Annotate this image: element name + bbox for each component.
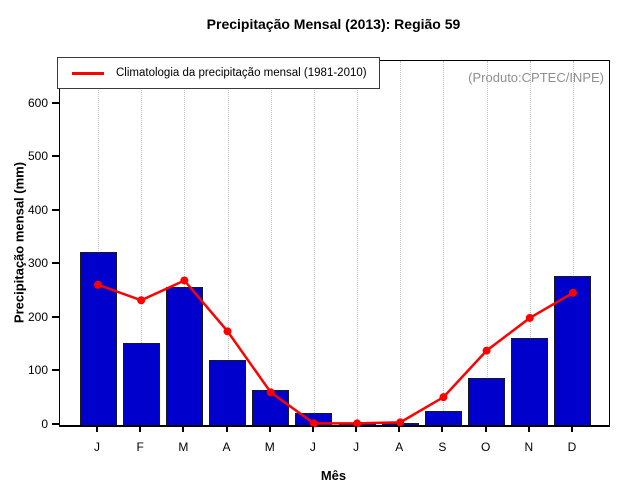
chart-title: Precipitação Mensal (2013): Região 59 <box>206 16 461 32</box>
x-tick <box>96 426 98 432</box>
climatology-line-layer <box>94 276 577 428</box>
y-tick <box>52 369 59 372</box>
gridline-month <box>357 61 359 425</box>
y-tick <box>52 208 59 211</box>
plot-area <box>59 60 610 428</box>
y-tick <box>52 315 59 318</box>
climatology-point-1 <box>137 296 146 305</box>
bar-N-10 <box>511 337 549 425</box>
x-tick-label-1: F <box>136 440 144 454</box>
y-tick <box>52 262 59 265</box>
gridline-month <box>443 61 445 425</box>
y-tick-label: 400 <box>27 202 48 217</box>
climatology-line <box>97 278 574 425</box>
climatology-point-7 <box>396 418 405 427</box>
y-tick-label: 0 <box>41 417 48 431</box>
gridline-month <box>141 61 143 425</box>
x-tick <box>139 426 142 432</box>
gridline-month <box>529 61 531 425</box>
climatology-point-4 <box>266 388 275 397</box>
bar-O-9 <box>468 377 506 425</box>
legend: Climatologia da precipitação mensal (198… <box>57 57 380 89</box>
y-tick <box>52 155 59 158</box>
x-tick <box>527 426 530 432</box>
x-tick-label-11: D <box>567 440 577 454</box>
y-tick-label: 100 <box>27 363 48 378</box>
y-tick-label: 500 <box>27 149 48 164</box>
gridline-month <box>98 61 99 425</box>
gridline-month <box>486 61 488 425</box>
bar-F-1 <box>122 343 160 425</box>
gridline-month <box>313 61 315 425</box>
legend-label: Climatologia da precipitação mensal (198… <box>116 67 367 79</box>
x-tick-label-5: J <box>309 440 316 454</box>
x-tick <box>570 426 573 432</box>
y-tick-label: 300 <box>27 256 48 271</box>
x-tick <box>355 426 358 432</box>
y-axis-title: Precipitação mensal (mm) <box>11 161 27 324</box>
gridline-month <box>400 61 402 425</box>
climatology-point-5 <box>309 419 318 428</box>
y-tick <box>52 423 59 425</box>
gridline-month <box>227 61 229 425</box>
climatology-point-10 <box>525 313 534 322</box>
bar-S-8 <box>424 410 462 425</box>
climatology-point-3 <box>223 327 232 336</box>
bar-M-2 <box>165 287 203 425</box>
x-tick-label-0: J <box>94 440 100 454</box>
x-tick <box>441 426 444 432</box>
bar-A-3 <box>209 360 247 425</box>
y-tick <box>52 101 59 104</box>
climatology-point-11 <box>568 288 577 297</box>
climatology-point-6 <box>353 419 362 428</box>
x-tick-label-6: J <box>353 440 360 454</box>
x-tick <box>311 426 314 432</box>
x-tick-label-3: A <box>222 440 231 454</box>
x-tick <box>225 426 228 432</box>
x-tick <box>268 426 271 432</box>
gridline-month <box>270 61 272 425</box>
x-axis-title: Mês <box>320 468 347 483</box>
x-tick <box>484 426 487 432</box>
y-tick-label: 600 <box>27 95 48 110</box>
gridline-month <box>572 61 574 425</box>
x-tick-label-7: A <box>395 440 404 454</box>
x-tick-label-9: O <box>480 440 491 454</box>
legend-line-swatch <box>72 71 104 75</box>
y-tick-label: 200 <box>27 309 48 324</box>
climatology-point-9 <box>482 346 491 355</box>
x-tick-label-2: M <box>178 440 189 454</box>
x-tick-label-8: S <box>438 440 447 454</box>
gridline-month <box>184 61 186 425</box>
producer-watermark: (Produto:CPTEC/INPE) <box>468 70 604 85</box>
x-tick <box>182 426 185 432</box>
x-tick <box>398 426 401 432</box>
x-tick-label-4: M <box>264 440 275 454</box>
x-tick-label-10: N <box>524 440 534 454</box>
climatology-point-0 <box>94 280 102 289</box>
climatology-point-2 <box>180 276 189 285</box>
climatology-point-8 <box>439 393 448 402</box>
